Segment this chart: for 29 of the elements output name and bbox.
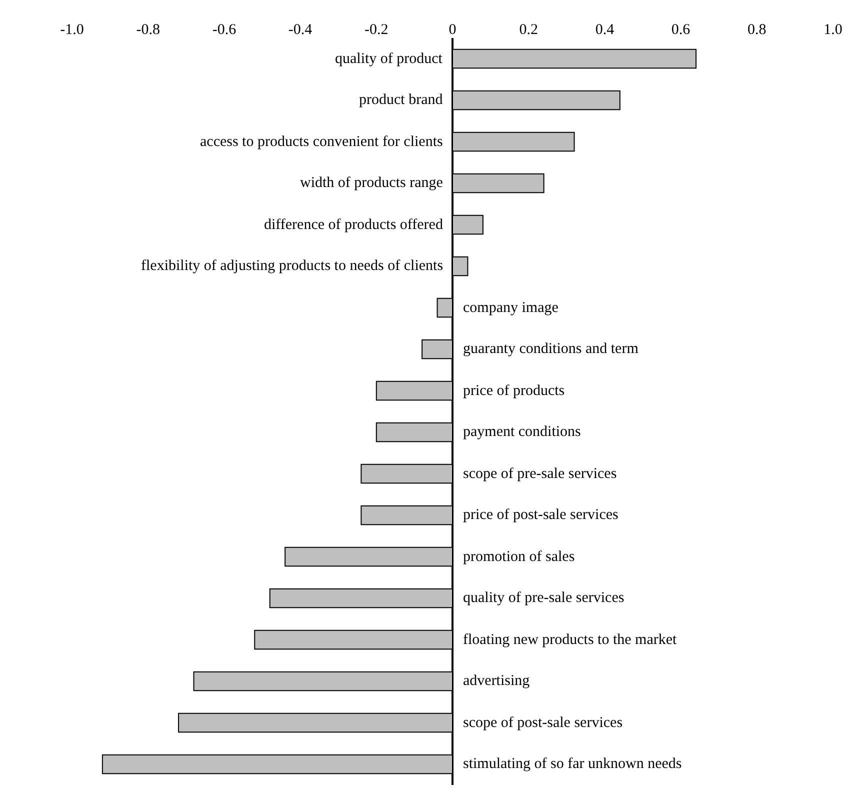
y-tick-label: company image [463,300,559,316]
y-tick-label: promotion of sales [463,549,575,565]
y-tick-label: difference of products offered [264,217,444,233]
y-tick-label: width of products range [300,175,444,191]
y-tick-label: scope of pre-sale services [463,466,617,482]
y-tick-label: price of post-sale services [463,507,619,523]
x-tick-label: -0.6 [212,22,237,38]
x-tick-label: -0.2 [364,22,388,38]
x-tick-label: -0.8 [136,22,160,38]
y-tick-label: product brand [359,92,444,108]
y-tick-label: flexibility of adjusting products to needs of clients [141,258,444,274]
y-tick-label: advertising [463,673,530,689]
y-tick-label: price of products [463,383,565,399]
y-tick-label: payment conditions [463,424,582,440]
y-tick-label: guaranty conditions and term [463,341,639,357]
y-tick-label: floating new products to the market [463,632,678,648]
x-tick-label: 0 [448,22,456,38]
x-tick-label: 1.0 [824,22,842,38]
y-tick-label: stimulating of so far unknown needs [463,756,682,772]
y-tick-label: access to products convenient for clients [200,134,443,150]
x-tick-label: 0.4 [595,22,615,38]
x-tick-label: -0.4 [288,22,313,38]
y-tick-label: quality of pre-sale services [463,590,624,606]
y-tick-label: scope of post-sale services [463,715,623,731]
y-tick-label: quality of product [335,51,444,67]
x-tick-label: 0.6 [671,22,691,38]
x-tick-label: -1.0 [60,22,84,38]
x-tick-label: 0.2 [519,22,538,38]
x-tick-label: 0.8 [748,22,766,38]
